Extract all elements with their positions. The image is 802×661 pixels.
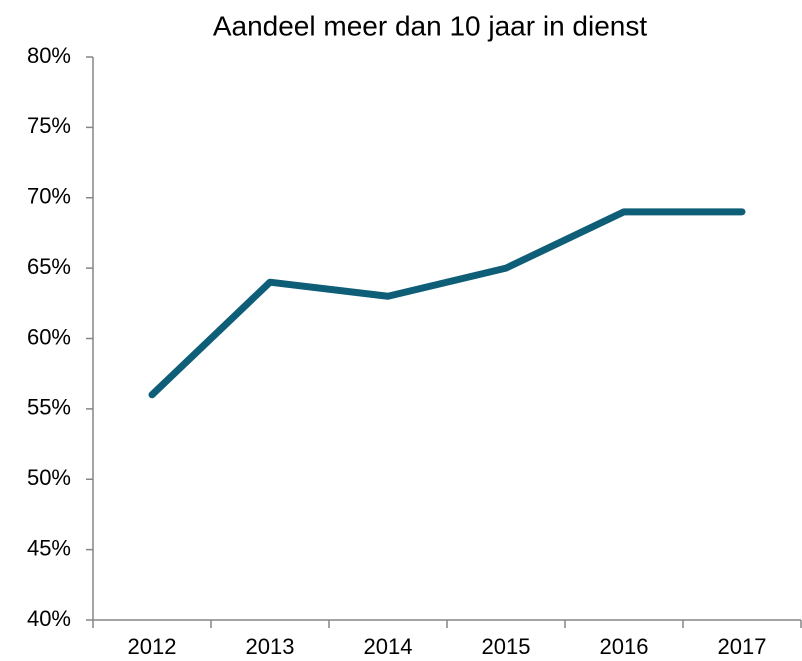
chart-title: Aandeel meer dan 10 jaar in dienst: [213, 10, 648, 41]
x-tick-label: 2017: [718, 634, 767, 659]
x-tick-label: 2012: [128, 634, 177, 659]
y-tick-label: 45%: [27, 535, 71, 560]
x-tick-label: 2016: [600, 634, 649, 659]
y-tick-label: 70%: [27, 184, 71, 209]
y-tick-label: 40%: [27, 606, 71, 631]
y-tick-label: 55%: [27, 395, 71, 420]
line-series: [148, 208, 746, 399]
y-tick-label: 80%: [27, 43, 71, 68]
y-tick-label: 75%: [27, 113, 71, 138]
y-tick-label: 60%: [27, 324, 71, 349]
y-tick-label: 65%: [27, 254, 71, 279]
x-tick-label: 2015: [482, 634, 531, 659]
x-tick-label: 2014: [364, 634, 413, 659]
y-tick-label: 50%: [27, 465, 71, 490]
x-tick-label: 2013: [246, 634, 295, 659]
